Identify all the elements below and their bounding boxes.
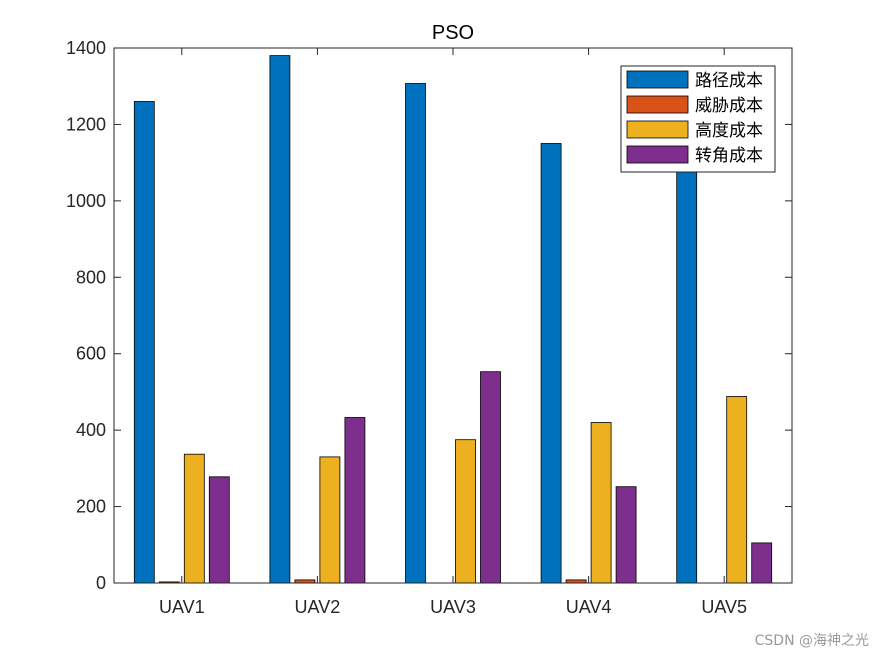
- bar-uav1-series-1: [133, 101, 155, 584]
- y-tick-label: 1400: [66, 38, 106, 58]
- bar-uav2-series-3: [319, 456, 341, 584]
- legend-swatch-3: [626, 120, 689, 139]
- axes-group: 0 200 400 600 800 1000 1200 1400 UAV1 UAV2 UAV3 UAV…: [66, 38, 792, 617]
- x-tick-label-uav5: UAV5: [701, 597, 747, 617]
- bar-uav1-series-4: [208, 476, 230, 584]
- bar-uav3-series-1: [405, 83, 426, 584]
- x-tick-label-uav4: UAV4: [566, 597, 612, 617]
- legend-swatch-2: [626, 95, 689, 114]
- x-tick-label-uav3: UAV3: [430, 597, 476, 617]
- legend-label-1: 路径成本: [695, 71, 763, 91]
- bar-uav4-series-1: [540, 143, 562, 584]
- y-tick-label: 1200: [66, 114, 106, 134]
- bar-uav5-series-3: [726, 396, 748, 584]
- chart-title: PSO: [432, 22, 474, 44]
- watermark: CSDN @海神之光: [754, 633, 869, 649]
- y-tick-label: 1000: [66, 191, 106, 211]
- bar-uav4-series-3: [590, 422, 612, 584]
- legend-swatch-1: [626, 70, 689, 89]
- legend-swatch-4: [626, 145, 689, 164]
- bar-uav4-series-4: [615, 486, 637, 584]
- bar-uav2-series-1: [269, 55, 291, 584]
- y-tick-label: 600: [76, 344, 106, 364]
- bar-uav3-series-4: [480, 371, 501, 584]
- x-tick-label-uav1: UAV1: [159, 597, 205, 617]
- bar-uav5-series-1: [676, 143, 698, 584]
- y-tick-label: 400: [76, 420, 106, 440]
- bars-group: [133, 55, 773, 584]
- bar-uav2-series-4: [344, 417, 366, 584]
- legend-label-2: 威胁成本: [695, 96, 763, 116]
- y-tick-label: 0: [96, 573, 106, 593]
- bar-uav1-series-3: [183, 453, 205, 584]
- x-tick-label-uav2: UAV2: [295, 597, 341, 617]
- bar-uav3-series-3: [455, 439, 476, 584]
- legend-label-3: 高度成本: [695, 121, 763, 141]
- y-tick-label: 800: [76, 267, 106, 287]
- y-tick-label: 200: [76, 497, 106, 517]
- legend-label-4: 转角成本: [695, 146, 763, 166]
- bar-uav5-series-4: [751, 542, 773, 584]
